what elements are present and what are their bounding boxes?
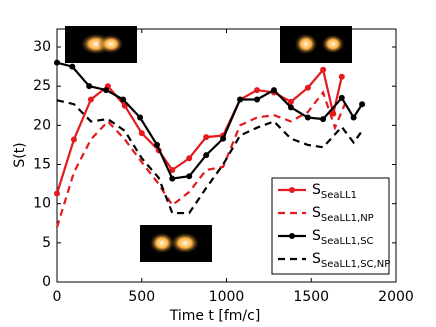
point: [359, 101, 366, 108]
point: [203, 134, 210, 141]
y-tick-label: 0: [42, 274, 51, 290]
point: [320, 116, 327, 123]
x-tick-label: 1500: [293, 289, 329, 305]
legend-name: S: [312, 228, 321, 244]
legend-label: SSeaLL1: [312, 182, 357, 201]
y-tick-label: 10: [33, 196, 51, 212]
point: [270, 87, 277, 94]
legend-subscript: SeaLL1,NP: [321, 213, 374, 224]
point: [287, 104, 294, 111]
point: [338, 73, 345, 80]
legend-marker: [289, 187, 295, 193]
point: [169, 166, 176, 173]
point: [169, 175, 176, 182]
legend-name: S: [312, 205, 321, 221]
legend-label: SSeaLL1,SC: [312, 228, 374, 247]
point: [304, 84, 311, 91]
point: [137, 114, 144, 121]
legend-label: SSeaLL1,NP: [312, 205, 374, 224]
point: [70, 136, 77, 143]
legend-name: S: [312, 251, 321, 267]
inset-image: [65, 26, 137, 63]
point: [320, 66, 327, 73]
point: [103, 87, 110, 94]
series-line: [56, 99, 363, 215]
point: [254, 87, 261, 94]
point: [186, 155, 193, 162]
x-tick-label: 2000: [378, 289, 414, 305]
point: [304, 114, 311, 121]
point: [54, 190, 60, 197]
inset-image: [140, 225, 212, 262]
point: [87, 96, 94, 103]
legend-name: S: [312, 182, 321, 198]
inset-image: [280, 26, 352, 63]
x-axis-label: Time t [fm/c]: [169, 308, 261, 324]
point: [220, 135, 227, 142]
point: [350, 114, 357, 121]
y-tick-label: 15: [33, 157, 51, 173]
point: [120, 96, 127, 103]
point: [237, 96, 244, 103]
point: [154, 141, 161, 148]
y-axis-label: S(t): [12, 142, 28, 167]
y-tick-label: 20: [33, 117, 51, 133]
legend-subscript: SeaLL1: [321, 190, 357, 201]
point: [338, 94, 345, 101]
point: [54, 59, 60, 66]
point: [138, 130, 145, 137]
x-tick-label: 500: [128, 289, 155, 305]
y-tick-label: 30: [33, 39, 51, 55]
point: [254, 96, 261, 103]
point: [186, 173, 193, 180]
legend-subscript: SeaLL1,SC: [321, 236, 374, 247]
point: [86, 83, 93, 90]
y-tick-label: 5: [42, 235, 51, 251]
legend-marker: [289, 233, 295, 239]
point: [69, 63, 76, 70]
legend-label: SSeaLL1,SC,NP: [312, 251, 390, 270]
point: [203, 152, 210, 159]
legend-subscript: SeaLL1,SC,NP: [321, 259, 390, 270]
y-tick-label: 25: [33, 78, 51, 94]
series-line: [55, 90, 347, 228]
x-tick-label: 0: [53, 289, 62, 305]
x-tick-label: 1000: [209, 289, 245, 305]
point: [287, 98, 294, 105]
